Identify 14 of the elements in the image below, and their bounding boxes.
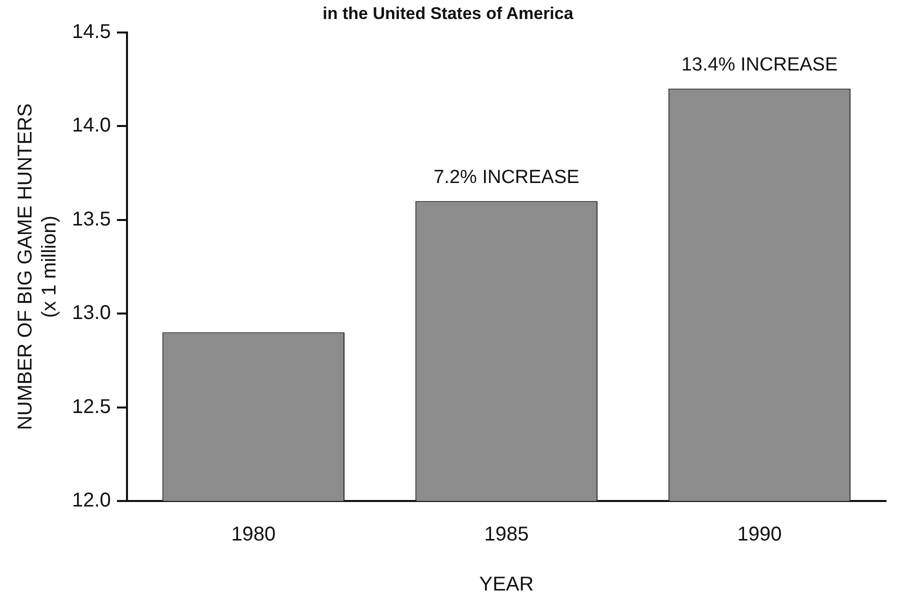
y-tick-label: 13.5 — [72, 208, 111, 230]
y-tick-label: 14.5 — [72, 20, 111, 43]
x-tick-label: 1990 — [737, 524, 782, 546]
x-tick-label: 1980 — [231, 524, 276, 546]
y-tick-label: 12.0 — [72, 490, 111, 512]
y-tick-label: 14.0 — [72, 114, 111, 137]
y-axis-title: NUMBER OF BIG GAME HUNTERS (x 1 million) — [14, 103, 61, 430]
y-tick-label: 13.0 — [72, 302, 111, 324]
annotation: 13.4% INCREASE — [681, 54, 838, 76]
annotation: 7.2% INCREASE — [434, 166, 580, 188]
chart-title: in the United States of America — [322, 4, 574, 23]
y-tick-label: 12.5 — [72, 396, 111, 418]
x-axis-title: YEAR — [479, 574, 534, 596]
x-tick-label: 1985 — [484, 524, 529, 546]
